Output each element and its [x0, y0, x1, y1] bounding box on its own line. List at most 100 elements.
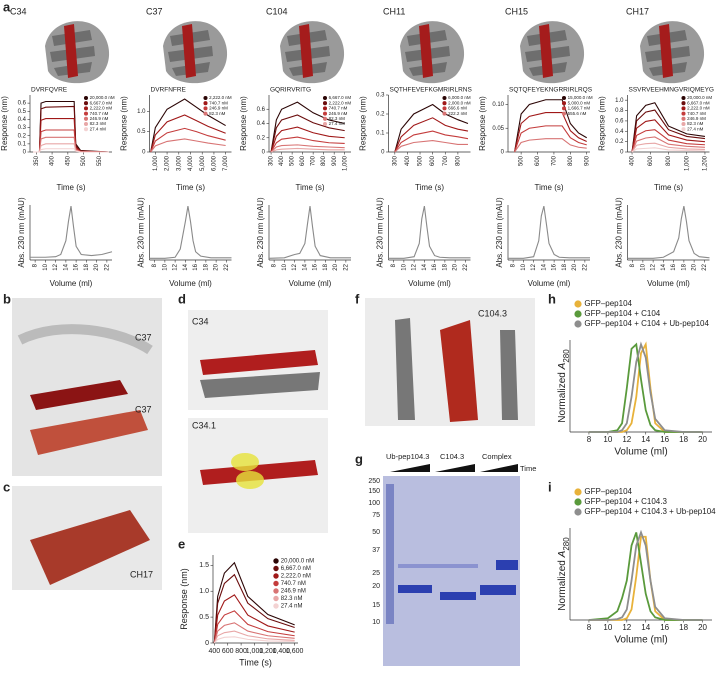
- y-axis-label: Response (nm): [478, 96, 487, 151]
- series-line: [270, 126, 345, 153]
- legend-swatch: [203, 95, 208, 101]
- legend-label: 82.3 nM: [90, 121, 107, 126]
- series-line: [270, 114, 345, 153]
- x-tick-label: 22: [343, 263, 349, 270]
- x-tick-label: 800: [321, 155, 327, 166]
- legend-swatch: [322, 121, 328, 127]
- legend-swatch: [83, 111, 89, 116]
- legend-label: 2,222.0 nM: [90, 106, 113, 111]
- x-tick-label: 16: [660, 623, 669, 632]
- legend-swatch: [273, 603, 279, 609]
- x-tick-label: 300: [269, 155, 275, 166]
- legend-swatch: [681, 116, 686, 121]
- legend-swatch: [442, 101, 447, 106]
- legend-label: 27.4 nM: [329, 121, 346, 126]
- y-axis-label-part: 280: [562, 349, 571, 363]
- x-tick-label: 450: [65, 155, 71, 166]
- legend-swatch: [273, 580, 279, 587]
- x-tick-label: 300: [392, 155, 398, 166]
- x-tick-label: 12: [173, 263, 179, 270]
- x-tick-label: 14: [541, 263, 547, 270]
- legend-swatch: [442, 111, 447, 116]
- x-tick-label: 600: [430, 155, 436, 166]
- series-line: [631, 109, 706, 153]
- y-tick-label: 0: [381, 150, 385, 156]
- series-line: [270, 147, 345, 153]
- legend-label: 20,000.0 nM: [90, 95, 115, 100]
- structure-image: [163, 21, 228, 84]
- x-axis-label: Volume (ml): [614, 447, 667, 458]
- x-tick-label: 5,000: [200, 155, 206, 171]
- x-tick-label: 12: [53, 263, 59, 270]
- y-tick-label: 0.2: [615, 139, 624, 145]
- series-line: [213, 636, 295, 644]
- y-tick-label: 0.6: [257, 107, 266, 113]
- structure-label: C34: [192, 316, 209, 326]
- x-tick-label: 800: [235, 648, 247, 655]
- x-tick-label: 12: [531, 263, 537, 270]
- x-tick-label: 500: [519, 155, 525, 166]
- series-line: [213, 561, 295, 644]
- x-tick-label: 700: [311, 155, 317, 166]
- x-tick-label: 8: [511, 263, 517, 267]
- x-tick-label: 6,000: [212, 155, 218, 171]
- legend-label: 82.3 nM: [687, 121, 704, 126]
- marker-label: 250: [368, 478, 380, 485]
- series-line: [150, 127, 226, 153]
- y-tick-label: 0.1: [18, 141, 27, 147]
- y-axis-label: Response (nm): [119, 96, 128, 151]
- series-line: [588, 529, 703, 621]
- series-line: [588, 341, 703, 433]
- series-line: [627, 205, 710, 259]
- x-tick-label: 10: [640, 263, 646, 270]
- legend-label: 27.4 nM: [281, 604, 303, 610]
- legend-label: 740.7 nM: [281, 581, 306, 587]
- series-line: [514, 99, 587, 153]
- helix: [17, 324, 153, 355]
- y-tick-label: 0.1: [376, 131, 385, 137]
- series-line: [631, 136, 705, 153]
- legend-swatch: [574, 300, 582, 308]
- x-axis-label: Time (s): [534, 183, 563, 192]
- series-line: [588, 532, 703, 621]
- x-tick-label: 700: [551, 155, 557, 166]
- x-tick-label: 20: [698, 623, 707, 632]
- y-tick-label: 0.5: [18, 109, 27, 115]
- legend-label: GFP–pep104 + C104 + Ub-pep104: [584, 319, 709, 328]
- series-line: [514, 125, 587, 153]
- x-tick-label: 20: [214, 263, 220, 270]
- x-tick-label: 18: [679, 435, 688, 444]
- panel-letter: d: [178, 291, 186, 306]
- x-tick-label: 22: [463, 263, 469, 270]
- lane-label: Complex: [482, 452, 512, 461]
- x-tick-label: 500: [290, 155, 296, 166]
- strand: [30, 380, 128, 410]
- y-axis-label: Abs. 230 nm (mAU): [615, 197, 624, 268]
- x-tick-label: 14: [183, 263, 189, 270]
- x-tick-label: 500: [81, 155, 87, 166]
- y-tick-label: 0.6: [615, 118, 624, 124]
- gel: Ub-pep104.3 C104.3 Complex Time 250 150 …: [368, 452, 536, 666]
- x-tick-label: 1,600: [286, 648, 304, 655]
- x-tick-label: 12: [622, 623, 631, 632]
- legend-swatch: [203, 111, 208, 116]
- legend-label: 6,667.0 nM: [281, 566, 311, 572]
- y-tick-label: 1.5: [199, 562, 209, 569]
- legend-swatch: [681, 95, 686, 101]
- chart-title: DVRFNFRE: [151, 87, 187, 94]
- series-line: [150, 114, 226, 153]
- legend-swatch: [681, 127, 686, 132]
- y-axis-label: Abs. 230 nm (mAU): [495, 197, 504, 268]
- legend-label: 20,000.0 nM: [281, 559, 314, 565]
- structure-title: C104: [266, 6, 288, 16]
- structure-image: [640, 21, 705, 84]
- y-tick-label: 1.0: [199, 588, 209, 595]
- y-tick-label: 0: [205, 640, 209, 647]
- legend-swatch: [681, 121, 686, 127]
- y-tick-label: 0: [23, 150, 27, 156]
- x-tick-label: 10: [603, 623, 612, 632]
- y-axis-label: Abs. 230 nm (mAU): [17, 197, 26, 268]
- panel-letter: c: [3, 479, 10, 494]
- structure-image: [45, 21, 110, 84]
- y-axis-label: Response (nm): [0, 96, 9, 151]
